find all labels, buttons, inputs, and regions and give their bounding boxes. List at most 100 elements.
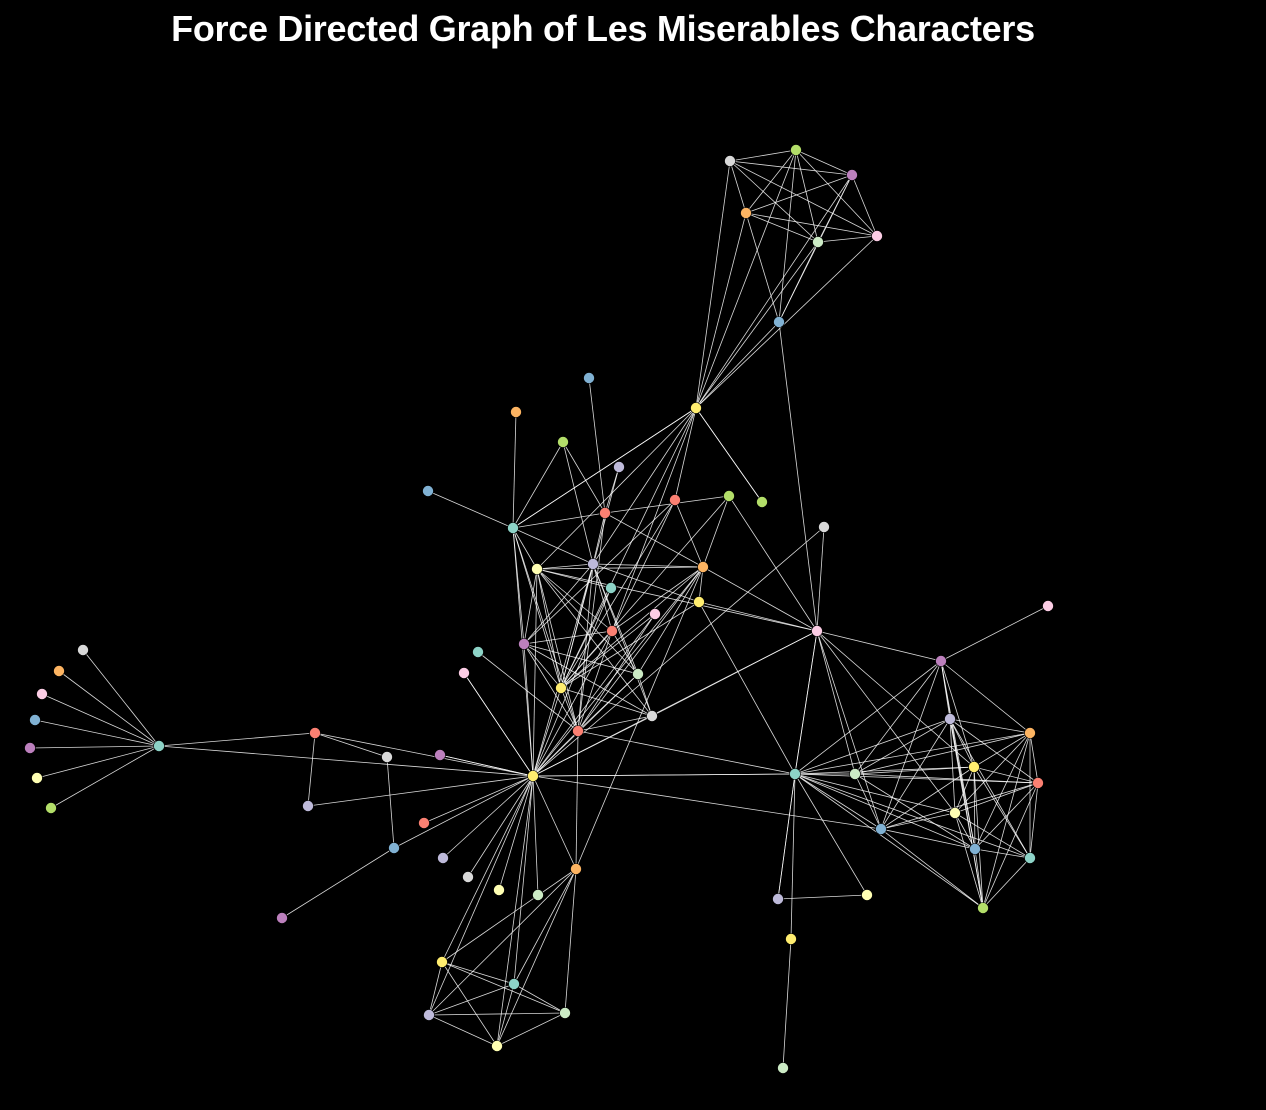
graph-node[interactable] xyxy=(790,144,802,156)
graph-node[interactable] xyxy=(518,638,530,650)
graph-node[interactable] xyxy=(777,1062,789,1074)
graph-node[interactable] xyxy=(772,893,784,905)
graph-node[interactable] xyxy=(36,688,48,700)
graph-node[interactable] xyxy=(697,561,709,573)
graph-node[interactable] xyxy=(493,884,505,896)
graph-link xyxy=(428,983,515,1016)
graph-node[interactable] xyxy=(418,817,430,829)
graph-node[interactable] xyxy=(302,800,314,812)
graph-link xyxy=(393,775,534,849)
graph-node[interactable] xyxy=(434,749,446,761)
graph-node[interactable] xyxy=(812,236,824,248)
graph-node[interactable] xyxy=(437,852,449,864)
graph-node[interactable] xyxy=(153,740,165,752)
graph-node[interactable] xyxy=(861,889,873,901)
graph-node[interactable] xyxy=(811,625,823,637)
graph-link xyxy=(512,527,594,565)
graph-link xyxy=(34,719,160,747)
graph-link xyxy=(36,745,160,779)
graph-node[interactable] xyxy=(462,871,474,883)
graph-node[interactable] xyxy=(723,490,735,502)
graph-node[interactable] xyxy=(53,665,65,677)
graph-link xyxy=(441,961,498,1047)
graph-node[interactable] xyxy=(935,655,947,667)
graph-node[interactable] xyxy=(45,802,57,814)
graph-node[interactable] xyxy=(669,494,681,506)
graph-node[interactable] xyxy=(572,725,584,737)
graph-link xyxy=(794,773,984,909)
graph-node[interactable] xyxy=(949,807,961,819)
graph-node[interactable] xyxy=(693,596,705,608)
graph-node[interactable] xyxy=(724,155,736,167)
graph-link xyxy=(695,321,780,409)
graph-node[interactable] xyxy=(458,667,470,679)
graph-node[interactable] xyxy=(276,912,288,924)
graph-node[interactable] xyxy=(1024,852,1036,864)
graph-node[interactable] xyxy=(422,485,434,497)
graph-link xyxy=(982,857,1031,909)
graph-node[interactable] xyxy=(423,1009,435,1021)
graph-node[interactable] xyxy=(472,646,484,658)
graph-link xyxy=(512,527,579,732)
graph-node[interactable] xyxy=(527,770,539,782)
graph-node[interactable] xyxy=(31,772,43,784)
graph-node[interactable] xyxy=(583,372,595,384)
graph-link xyxy=(314,732,534,777)
graph-node[interactable] xyxy=(555,682,567,694)
graph-node[interactable] xyxy=(510,406,522,418)
graph-node[interactable] xyxy=(789,768,801,780)
graph-link xyxy=(611,499,676,632)
graph-link xyxy=(428,1012,566,1016)
graph-node[interactable] xyxy=(587,558,599,570)
graph-link xyxy=(29,745,160,749)
graph-node[interactable] xyxy=(846,169,858,181)
graph-node[interactable] xyxy=(570,863,582,875)
graph-node[interactable] xyxy=(532,889,544,901)
graph-link xyxy=(41,693,160,747)
graph-node[interactable] xyxy=(24,742,36,754)
graph-link xyxy=(816,630,942,662)
graph-node[interactable] xyxy=(309,727,321,739)
graph-node[interactable] xyxy=(944,713,956,725)
graph-node[interactable] xyxy=(773,316,785,328)
graph-node[interactable] xyxy=(875,823,887,835)
graph-node[interactable] xyxy=(77,644,89,656)
graph-node[interactable] xyxy=(436,956,448,968)
graph-node[interactable] xyxy=(613,461,625,473)
graph-node[interactable] xyxy=(649,608,661,620)
graph-node[interactable] xyxy=(559,1007,571,1019)
graph-link xyxy=(611,630,639,675)
graph-node[interactable] xyxy=(606,625,618,637)
graph-node[interactable] xyxy=(646,710,658,722)
graph-link xyxy=(854,773,1039,784)
graph-node[interactable] xyxy=(785,933,797,945)
graph-node[interactable] xyxy=(605,582,617,594)
graph-node[interactable] xyxy=(818,521,830,533)
graph-node[interactable] xyxy=(557,436,569,448)
graph-link xyxy=(974,732,1031,850)
graph-link xyxy=(1029,732,1039,784)
graph-node[interactable] xyxy=(871,230,883,242)
graph-link xyxy=(674,407,697,501)
graph-node[interactable] xyxy=(388,842,400,854)
graph-node[interactable] xyxy=(849,768,861,780)
graph-node[interactable] xyxy=(740,207,752,219)
graph-node[interactable] xyxy=(1032,777,1044,789)
graph-node[interactable] xyxy=(968,761,980,773)
graph-node[interactable] xyxy=(756,496,768,508)
graph-node[interactable] xyxy=(491,1040,503,1052)
graph-node[interactable] xyxy=(29,714,41,726)
graph-node[interactable] xyxy=(1024,727,1036,739)
graph-node[interactable] xyxy=(632,668,644,680)
graph-node[interactable] xyxy=(508,978,520,990)
graph-node[interactable] xyxy=(599,507,611,519)
graph-node[interactable] xyxy=(381,751,393,763)
graph-node[interactable] xyxy=(531,563,543,575)
graph-link xyxy=(592,563,613,632)
graph-link xyxy=(536,566,704,570)
graph-node[interactable] xyxy=(969,843,981,855)
graph-node[interactable] xyxy=(690,402,702,414)
graph-node[interactable] xyxy=(1042,600,1054,612)
graph-node[interactable] xyxy=(507,522,519,534)
graph-node[interactable] xyxy=(977,902,989,914)
